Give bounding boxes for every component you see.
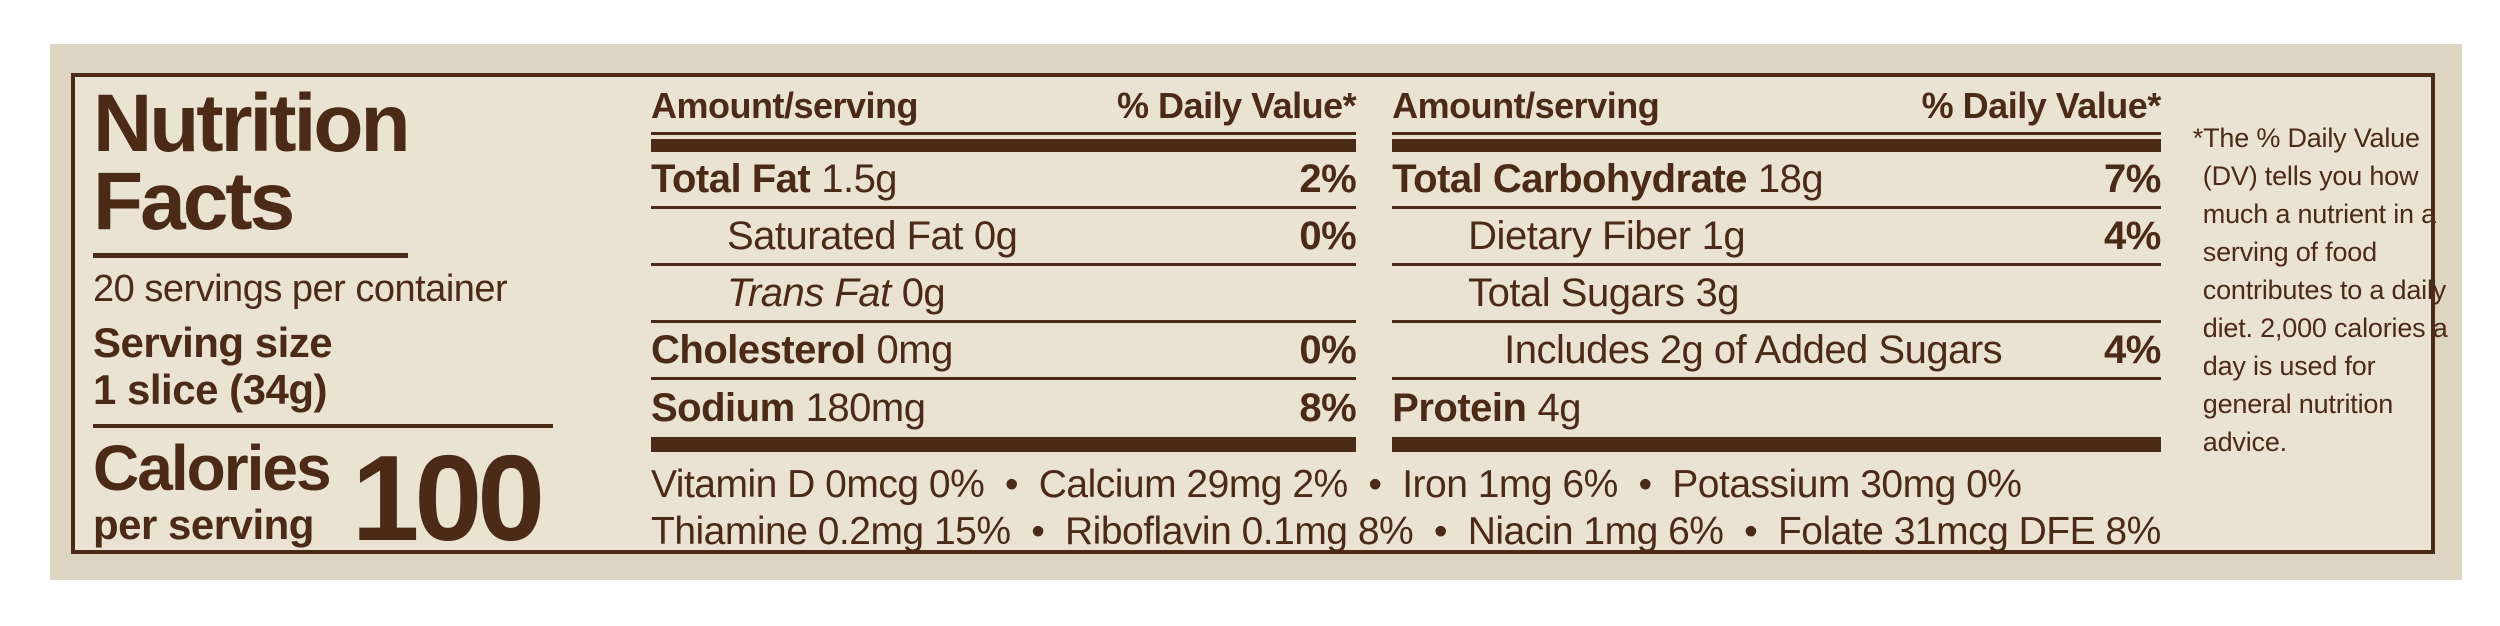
nutrient-name-amount: Cholesterol 0mg [651,328,953,373]
title-line-2: Facts [93,155,295,247]
nutrient-name: Includes 2g of Added Sugars [1504,327,2003,372]
nutrient-dv: 4% [2103,213,2161,258]
calories-word: Calories [93,431,332,504]
nutrient-dv: 8% [1299,386,1357,430]
micronutrients-line-1: Vitamin D 0mcg 0% • Calcium 29mg 2% • Ir… [651,463,2022,506]
nutrient-name: Sodium [651,386,795,430]
column-end-bar [1392,437,2161,452]
column-2-header: Amount/serving % Daily Value* [1392,85,2161,135]
servings-per-container: 20 servings per container [93,267,508,310]
nutrient-dv: 2% [1299,156,1357,201]
column-end-bar [651,437,1357,452]
serving-size-label: Serving size [93,318,333,366]
nutrient-row-trans-fat: Trans Fat 0g [651,266,1357,323]
nutrient-row-dietary-fiber: Dietary Fiber 1g 4% [1392,209,2161,266]
nutrition-facts-label: Nutrition Facts 20 servings per containe… [71,73,2448,566]
nutrient-row-total-fat: Total Fat 1.5g 2% [651,152,1357,209]
nutrient-amount: 1.5g [821,156,898,201]
serving-size: Serving size 1 slice (34g) [93,319,637,413]
nutrient-section: Amount/serving % Daily Value* Total Fat 1… [637,77,2175,553]
nutrient-dv: 7% [2103,156,2161,201]
nutrient-name-amount: Sodium 180mg [651,386,926,431]
nutrient-name: Cholesterol [651,327,866,372]
nutrient-name-amount: Trans Fat 0g [651,270,946,316]
nutrient-name: Protein [1392,386,1527,430]
nutrient-amount: 0mg [876,327,954,372]
column-1-header: Amount/serving % Daily Value* [651,85,1357,135]
nutrient-dv: 0% [1299,327,1357,372]
nutrition-facts-title: Nutrition Facts [93,78,411,258]
header-thick-bar [1392,139,2161,152]
nutrient-amount: 3g [1695,270,1740,315]
calories-label: Calories per serving [93,431,332,548]
nutrient-columns: Amount/serving % Daily Value* Total Fat 1… [651,85,2161,452]
nutrient-column-1: Amount/serving % Daily Value* Total Fat 1… [651,85,1357,452]
nutrient-name-amount: Protein 4g [1392,386,1581,431]
nutrient-row-protein: Protein 4g [1392,380,2161,437]
nutrient-row-total-carbohydrate: Total Carbohydrate 18g 7% [1392,152,2161,209]
serving-size-value: 1 slice (34g) [93,365,327,413]
nutrient-row-added-sugars: Includes 2g of Added Sugars 4% [1392,323,2161,380]
nutrient-name-amount: Saturated Fat 0g [651,213,1018,259]
nutrient-amount: 180mg [805,386,926,430]
nutrient-amount: 0g [973,213,1018,258]
calories-divider [93,423,553,428]
nutrient-name: Total Carbohydrate [1392,156,1747,201]
nutrient-amount: 18g [1757,156,1824,201]
micronutrients: Vitamin D 0mcg 0% • Calcium 29mg 2% • Ir… [651,461,2161,555]
nutrient-name-amount: Total Fat 1.5g [651,156,898,202]
amount-serving-header: Amount/serving [1392,85,1660,126]
label-photo-backdrop: Nutrition Facts 20 servings per containe… [50,44,2462,580]
calories-value: 100 [351,429,546,566]
calories-row: Calories per serving 100 [93,429,637,566]
nutrient-dv: 4% [2103,327,2161,372]
nutrient-dv: 0% [1299,213,1357,258]
daily-value-header: % Daily Value* [1921,85,2162,126]
nutrient-name-amount: Includes 2g of Added Sugars [1392,328,2002,373]
footnote-section: *The % Daily Value (DV) tells you how mu… [2175,77,2477,550]
nutrient-name: Trans Fat [727,270,891,315]
header-thick-bar [651,139,1357,152]
nutrient-name: Dietary Fiber [1468,213,1691,258]
nutrient-name-amount: Total Sugars 3g [1392,271,1739,316]
amount-serving-header: Amount/serving [651,85,919,126]
nutrient-row-cholesterol: Cholesterol 0mg 0% [651,323,1357,380]
nutrient-name: Total Sugars [1468,270,1685,315]
title-line-1: Nutrition [93,78,411,169]
nutrient-row-sodium: Sodium 180mg 8% [651,380,1357,437]
nutrient-name-amount: Total Carbohydrate 18g [1392,156,1824,202]
nutrient-amount: 1g [1701,213,1746,258]
nutrient-row-total-sugars: Total Sugars 3g [1392,266,2161,323]
nutrient-row-saturated-fat: Saturated Fat 0g 0% [651,209,1357,266]
nutrient-amount: 0g [901,270,946,315]
nutrient-name-amount: Dietary Fiber 1g [1392,214,1745,259]
micronutrients-line-2: Thiamine 0.2mg 15% • Riboflavin 0.1mg 8%… [651,510,2161,553]
daily-value-footnote: *The % Daily Value (DV) tells you how mu… [2192,123,2448,457]
calories-per-serving: per serving [93,500,314,548]
nutrient-name: Total Fat [651,156,811,201]
daily-value-header: % Daily Value* [1117,85,1357,126]
nutrient-amount: 4g [1537,386,1581,430]
identity-section: Nutrition Facts 20 servings per containe… [75,77,637,566]
nutrient-column-2: Amount/serving % Daily Value* Total Carb… [1392,85,2161,452]
nutrient-name: Saturated Fat [727,213,963,258]
